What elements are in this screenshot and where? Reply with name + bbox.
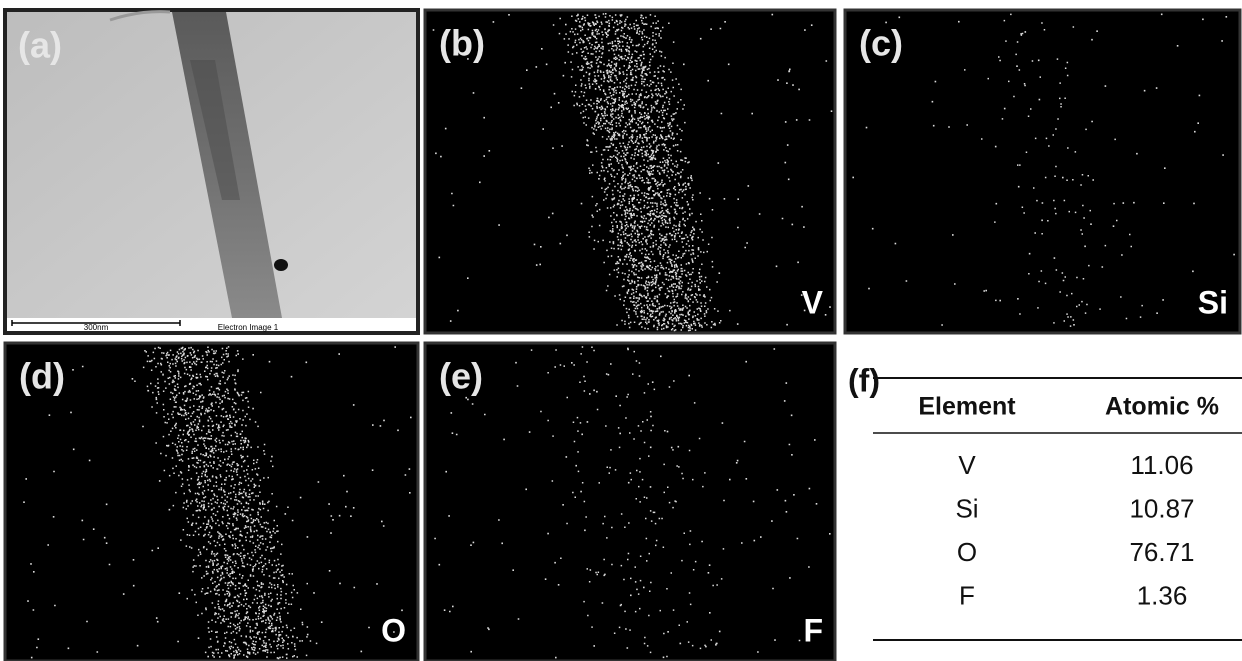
figure: 300nm Electron Image 1 (a) (b) V (c) Si (d) O… <box>0 0 1242 661</box>
panel-label: (e) <box>439 356 483 397</box>
particle <box>274 259 288 271</box>
table-cell: 76.71 <box>1129 537 1194 567</box>
element-label: O <box>381 612 406 648</box>
element-label: F <box>803 612 823 648</box>
map-background <box>5 343 418 661</box>
table-cell: F <box>959 580 975 610</box>
table-cell: O <box>957 537 977 567</box>
panel-label: (a) <box>18 25 62 66</box>
table-cell: 11.06 <box>1130 450 1193 480</box>
table-header: Atomic % <box>1105 393 1219 421</box>
element-label: Si <box>1198 284 1228 320</box>
panel-label: (c) <box>859 23 903 64</box>
panel-label: (d) <box>19 356 65 397</box>
panel-a: 300nm Electron Image 1 (a) <box>5 10 418 333</box>
image-caption: Electron Image 1 <box>218 323 279 332</box>
map-background <box>425 343 835 661</box>
element-map: (b) V <box>425 10 835 333</box>
info-bar <box>7 318 416 331</box>
table-cell: Si <box>955 493 978 523</box>
element-map: (d) O <box>5 343 418 661</box>
scale-bar-label: 300nm <box>84 323 109 332</box>
panel-label: (f) <box>848 362 880 398</box>
element-label: V <box>802 284 824 320</box>
table-cell: 1.36 <box>1137 580 1188 610</box>
table-header: Element <box>918 393 1016 421</box>
map-background <box>425 10 835 333</box>
map-background <box>845 10 1240 333</box>
panel-f: (f) Element Atomic % V 11.06 Si 10.87 O 76.71… <box>848 362 1242 640</box>
table-cell: V <box>958 450 976 480</box>
table-cell: 10.87 <box>1129 493 1194 523</box>
element-map: (e) F <box>425 343 835 661</box>
panel-label: (b) <box>439 23 485 64</box>
element-map: (c) Si <box>845 10 1240 333</box>
